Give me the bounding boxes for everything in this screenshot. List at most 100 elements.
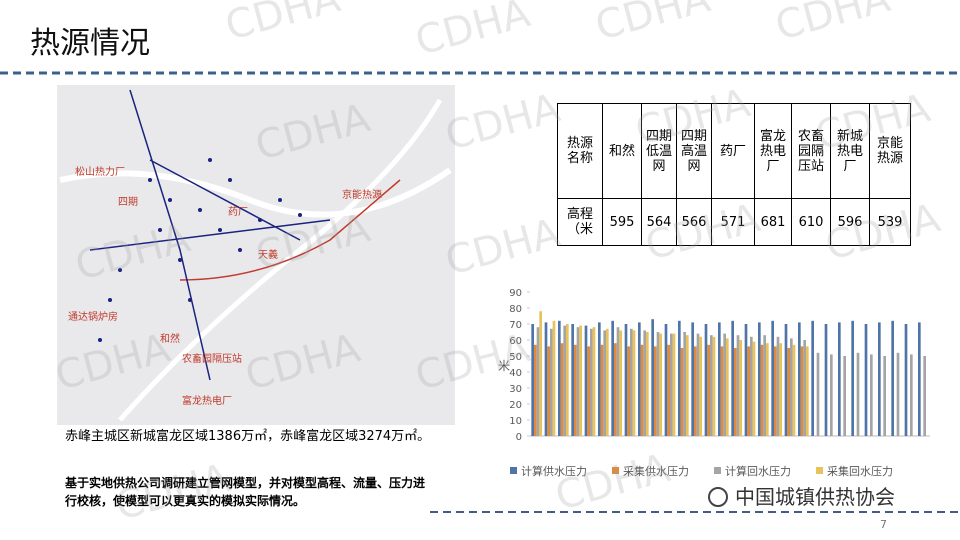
data-row: 高程 （米 595 564 566 571 681 610 596 539	[557, 198, 911, 246]
bar	[531, 324, 534, 436]
cell: 564	[641, 198, 677, 246]
bar	[784, 324, 788, 436]
bar	[643, 330, 646, 436]
bar	[539, 311, 542, 436]
y-tick-label: 80	[509, 304, 522, 315]
y-axis-label: 米	[498, 359, 510, 373]
cell: 596	[830, 198, 870, 246]
bar	[574, 344, 577, 436]
bar	[790, 338, 793, 436]
watermark: CDHA	[441, 85, 566, 160]
watermark: CDHA	[821, 195, 946, 270]
bar	[792, 344, 796, 436]
bar	[683, 332, 686, 436]
bar	[571, 324, 574, 436]
bar	[584, 325, 588, 436]
bar	[774, 346, 777, 436]
bar	[672, 333, 676, 436]
bar	[547, 346, 550, 436]
bar	[760, 344, 764, 436]
watermark: CDHA	[441, 210, 566, 285]
bar	[891, 320, 894, 436]
map-label: 药厂	[228, 206, 248, 218]
legend-swatch	[612, 467, 619, 474]
bar	[856, 352, 860, 436]
bar	[667, 344, 670, 436]
bar	[550, 328, 553, 436]
bar	[696, 333, 700, 436]
bar	[734, 348, 737, 436]
legend-label: 计算供水压力	[521, 464, 587, 478]
bar	[707, 344, 710, 436]
watermark: CDHA	[641, 195, 766, 270]
y-tick-label: 40	[509, 368, 522, 379]
bar	[651, 319, 654, 436]
header-cell: 四期 低温 网	[641, 103, 677, 199]
header-cell: 新城 热电 厂	[830, 103, 870, 199]
bar	[864, 324, 868, 436]
bar	[744, 324, 748, 436]
watermark: CDHA	[221, 0, 346, 50]
bar	[534, 344, 537, 436]
legend-label: 采集供水压力	[623, 464, 689, 478]
bar	[563, 325, 566, 436]
bar	[560, 343, 564, 436]
watermark: CDHA	[251, 205, 376, 280]
bar	[923, 356, 926, 436]
watermark: CDHA	[631, 80, 756, 155]
bar	[771, 320, 774, 436]
map-label: 松山热力厂	[75, 165, 125, 178]
bar	[800, 346, 804, 436]
bar	[544, 322, 548, 436]
bar	[603, 330, 606, 436]
bar	[851, 320, 854, 436]
bar	[763, 335, 766, 436]
bar	[910, 354, 913, 436]
bar	[654, 346, 657, 436]
bar	[587, 346, 590, 436]
y-tick-label: 60	[509, 336, 522, 347]
bar	[739, 340, 742, 436]
bar	[576, 327, 580, 436]
bar	[904, 324, 908, 436]
bar	[659, 333, 662, 436]
map-label: 天義	[258, 248, 278, 261]
bar	[878, 322, 881, 436]
legend-label: 计算回水压力	[725, 464, 791, 478]
legend-swatch	[510, 467, 517, 474]
watermark: CDHA	[51, 325, 176, 400]
bar	[776, 336, 780, 436]
bar	[592, 327, 596, 436]
bar	[704, 324, 708, 436]
header-cell: 京能 热源	[869, 103, 911, 199]
cell: 539	[869, 198, 911, 246]
map-label: 富龙热电厂	[182, 394, 232, 407]
bar	[614, 343, 617, 436]
y-tick-label: 90	[509, 288, 522, 299]
bar	[718, 322, 721, 436]
y-tick-label: 70	[509, 320, 522, 331]
bar	[758, 322, 761, 436]
map-label: 四期	[118, 196, 138, 208]
bar	[723, 333, 726, 436]
bar	[918, 322, 921, 436]
bar	[646, 332, 649, 436]
table-wrap: 热源 名称 和然 四期 低温 网四期 高温 网药厂 富龙 热电 厂农畜 园隔 压站 新城…	[557, 103, 911, 246]
bar	[606, 328, 609, 436]
bar	[883, 356, 886, 436]
bar	[843, 356, 846, 436]
map-label: 通达锅炉房	[68, 310, 118, 323]
bar	[824, 324, 828, 436]
bar	[552, 320, 556, 436]
bar	[656, 332, 660, 436]
bar	[803, 340, 806, 436]
bar	[624, 324, 628, 436]
bar	[638, 322, 641, 436]
bar	[678, 320, 681, 436]
watermark: CDHA	[811, 85, 936, 160]
watermark: CDHA	[591, 0, 716, 50]
bar	[816, 352, 820, 436]
watermark: CDHA	[241, 325, 366, 400]
